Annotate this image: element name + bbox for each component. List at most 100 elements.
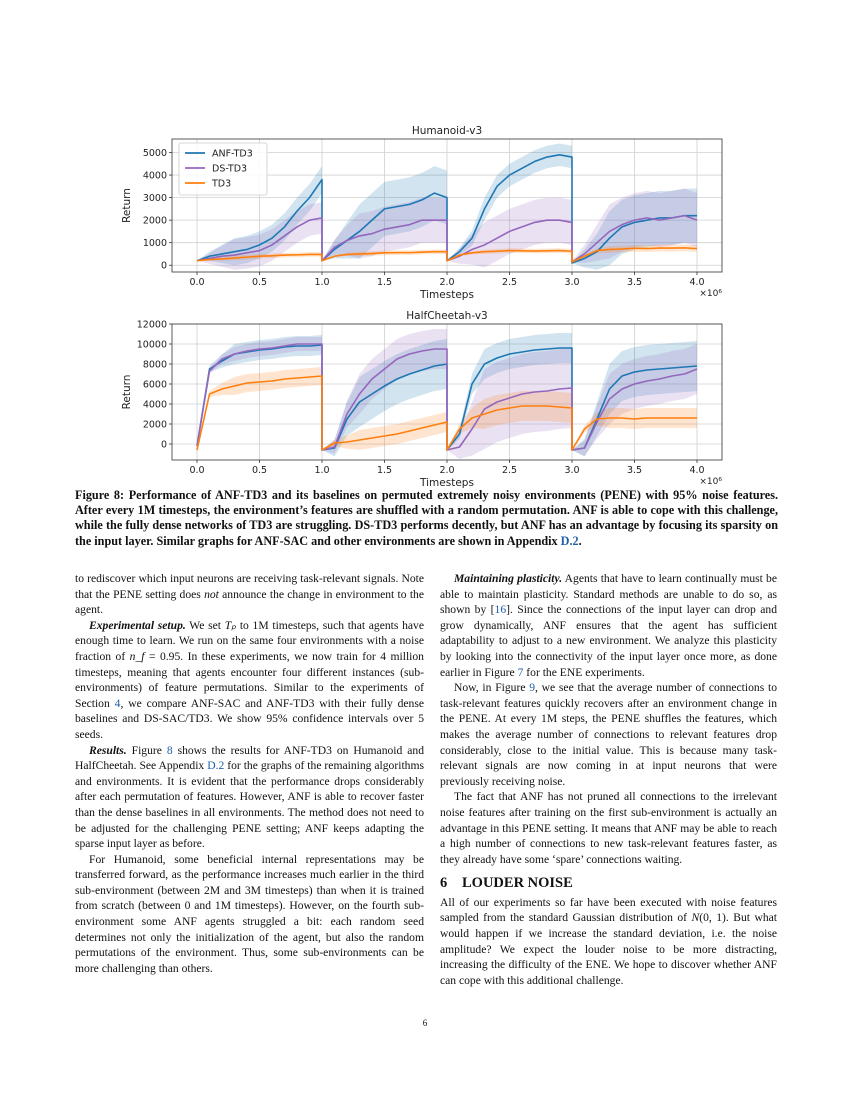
x-tick-label: 0.5 [252, 277, 267, 288]
text-run: Figure [126, 743, 167, 757]
paragraph: The fact that ANF has not pruned all con… [440, 789, 777, 867]
text-run: = 0.95. In these experiments, we now tra… [75, 649, 424, 710]
text-run: For Humanoid, some beneficial internal r… [75, 852, 424, 975]
reference-link[interactable]: 4 [114, 696, 121, 710]
confidence-band-anf-td3 [447, 143, 572, 261]
x-tick-label: 1.0 [314, 465, 329, 476]
x-tick-label: 4.0 [689, 277, 704, 288]
text-run: All of our experiments so far have been … [440, 895, 777, 925]
left-column: to rediscover which input neurons are re… [75, 571, 424, 976]
reference-link[interactable]: 9 [529, 681, 536, 695]
x-axis-multiplier: ×10⁶ [699, 289, 722, 299]
x-tick-label: 2.0 [439, 465, 454, 476]
x-tick-label: 1.5 [377, 277, 392, 288]
confidence-band-anf-td3 [322, 166, 447, 261]
text-run: We set [185, 618, 225, 632]
x-axis-label: Timesteps [419, 477, 474, 488]
reference-link[interactable]: 7 [517, 665, 524, 679]
page-number: 6 [422, 1018, 428, 1028]
text-run: ]. Since the connections of the input la… [440, 603, 777, 679]
y-tick-label: 12000 [137, 320, 167, 331]
legend-box [178, 142, 268, 196]
confidence-band-ds-td3 [447, 197, 572, 268]
series-line-td3 [196, 247, 698, 263]
paragraph: Maintaining plasticity. Agents that have… [440, 571, 777, 680]
text-run: to 1M timesteps, such that agents have e… [75, 618, 424, 663]
x-axis-label: Timesteps [419, 289, 474, 300]
text-run: N [691, 911, 700, 925]
y-axis-label: Return [121, 375, 133, 410]
text-run: n_f [129, 649, 145, 663]
y-tick-label: 4000 [143, 171, 167, 182]
plot-frame [171, 138, 723, 273]
y-tick-label: 2000 [143, 216, 167, 227]
text-run: (0, 1). But what would happen if we incr… [440, 911, 777, 987]
y-tick-label: 1000 [143, 238, 167, 249]
humanoid-chart: 0.0 0.5 1.0 1.5 2.0 2.5 3.0 3.5 4.0 0 1000 2000 3000… [121, 125, 723, 300]
x-tick-label: 1.0 [314, 277, 329, 288]
plot-frame [171, 323, 723, 461]
y-tick-label: 4000 [143, 400, 167, 411]
y-tick-label: 0 [161, 440, 167, 451]
paragraph: to rediscover which input neurons are re… [75, 571, 424, 618]
text-run: shows the results for ANF-TD3 on Humanoi… [75, 743, 424, 773]
text-run: The fact that ANF has not pruned all con… [440, 790, 777, 866]
legend-label: DS-TD3 [212, 164, 247, 175]
y-tick-label: 2000 [143, 420, 167, 431]
x-tick-label: 2.5 [502, 465, 517, 476]
section-body: All of our experiments so far have been … [440, 895, 777, 989]
x-tick-label: 0.5 [252, 465, 267, 476]
confidence-band-anf-td3 [572, 341, 697, 457]
chart-title: Humanoid-v3 [412, 125, 482, 137]
reference-link[interactable]: 16 [494, 603, 507, 617]
confidence-band-anf-td3 [322, 339, 447, 457]
paragraph-heading: Results. [89, 743, 127, 757]
text-run: , we see that the average number of conn… [440, 681, 777, 788]
x-tick-label: 3.0 [564, 277, 579, 288]
x-tick-label: 3.5 [627, 277, 642, 288]
reference-link[interactable]: D.2 [560, 533, 579, 548]
x-tick-label: 3.5 [627, 465, 642, 476]
chart-title: HalfCheetah-v3 [406, 310, 487, 322]
y-tick-label: 0 [161, 261, 167, 272]
section-title: LOUDER NOISE [462, 875, 573, 892]
x-tick-label: 1.5 [377, 465, 392, 476]
text-run: not [204, 587, 219, 601]
paragraph: For Humanoid, some beneficial internal r… [75, 852, 424, 977]
right-paragraphs: Maintaining plasticity. Agents that have… [440, 571, 777, 867]
series-line-td3 [196, 375, 697, 451]
text-run: Figure 8: Performance of ANF-TD3 and its… [75, 488, 778, 548]
paragraph: Results. Figure 8 shows the results for … [75, 743, 424, 852]
text-run: Agents that have to learn continually mu… [440, 572, 778, 617]
text-run: . [578, 533, 582, 548]
y-tick-label: 3000 [143, 193, 167, 204]
text-run: Now, in Figure [454, 681, 530, 695]
paragraph: Now, in Figure 9, we see that the averag… [440, 680, 777, 789]
x-tick-label: 2.5 [502, 277, 517, 288]
section-heading: 6 LOUDER NOISE [440, 875, 777, 892]
y-tick-label: 10000 [137, 340, 167, 351]
legend-label: TD3 [211, 179, 231, 190]
series-line-ds-td3 [196, 214, 698, 263]
figure-caption: Figure 8: Performance of ANF-TD3 and its… [75, 488, 778, 549]
text-run: announce the change in environment to th… [75, 587, 424, 617]
confidence-band-anf-td3 [197, 335, 322, 446]
text-run: for the graphs of the remaining algorith… [75, 759, 424, 851]
paragraph: All of our experiments so far have been … [440, 895, 777, 989]
confidence-band-ds-td3 [447, 348, 572, 459]
reference-link[interactable]: D.2 [207, 759, 225, 773]
confidence-band-ds-td3 [197, 337, 322, 446]
x-tick-label: 3.0 [564, 465, 579, 476]
x-tick-label: 0.0 [189, 277, 204, 288]
y-tick-label: 6000 [143, 380, 167, 391]
x-tick-label: 4.0 [689, 465, 704, 476]
x-tick-label: 2.0 [439, 277, 454, 288]
reference-link[interactable]: 8 [166, 743, 173, 757]
halfcheetah-chart: 0.0 0.5 1.0 1.5 2.0 2.5 3.0 3.5 4.0 0 2000 4000 6000… [121, 310, 723, 488]
text-run: , we compare ANF-SAC and ANF-TD3 with th… [75, 696, 424, 741]
y-tick-label: 5000 [143, 148, 167, 159]
x-axis-multiplier: ×10⁶ [699, 477, 722, 487]
legend-label: ANF-TD3 [212, 149, 253, 160]
text-run: for the ENE experiments. [523, 665, 645, 679]
text-run: to rediscover which input neurons are re… [75, 572, 424, 601]
